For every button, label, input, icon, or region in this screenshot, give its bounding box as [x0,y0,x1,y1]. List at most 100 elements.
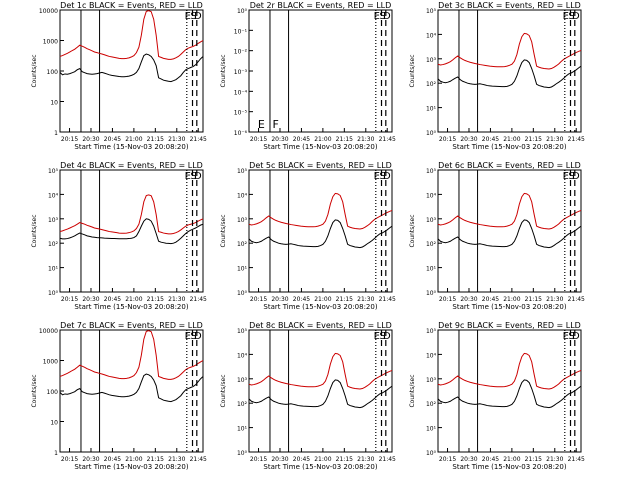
x-tick-label: 20:15 [61,456,78,463]
x-tick-label: 21:15 [147,456,164,463]
x-axis-label: Start Time (15-Nov-03 20:08:20) [452,303,566,311]
x-tick-label: 21:30 [546,296,563,303]
panel-title: Det 1c BLACK = Events, RED = LLD [60,1,203,10]
marker-label-d: D [383,11,391,22]
marker-label-e: E [563,171,569,182]
y-tick-label: 10¹ [426,426,437,433]
y-tick-label: 10³ [237,377,248,384]
x-tick-label: 20:30 [271,136,288,143]
marker-label-d: D [572,331,580,342]
marker-label-s: S [190,11,196,22]
x-tick-label: 21:30 [546,456,563,463]
y-tick-label: 10⁰ [426,130,437,137]
y-tick-label: 10² [48,241,59,248]
y-tick-label: 10³ [426,57,437,64]
x-tick-label: 20:30 [460,136,477,143]
y-axis-label: Counts/sec [409,374,416,407]
y-tick-label: 10⁵ [426,328,437,335]
panel-title: Det 2r BLACK = Events, RED = LLD [250,1,392,10]
x-tick-label: 21:45 [190,296,207,303]
x-tick-label: 20:30 [460,296,477,303]
x-tick-label: 21:30 [168,456,185,463]
series-lld [437,32,582,70]
plot-frame [437,329,582,453]
x-tick-label: 21:15 [525,296,542,303]
marker-label-d: D [194,171,202,182]
x-tick-label: 20:15 [250,296,267,303]
series-events [248,379,393,409]
plot-frame [59,169,204,293]
marker-label-s: S [190,171,196,182]
marker-label-e: E [374,171,380,182]
x-tick-label: 21:15 [147,296,164,303]
panel-1: Det 1c BLACK = Events, RED = LLD Counts/s… [31,1,207,151]
y-tick-label: 10⁻³ [234,69,248,76]
y-tick-label: 10⁰ [237,8,248,15]
x-tick-label: 20:30 [82,136,99,143]
y-tick-label: 10000 [39,8,58,15]
x-tick-label: 21:00 [314,456,331,463]
x-tick-label: 20:45 [293,296,310,303]
y-tick-label: 10000 [39,328,58,335]
y-tick-label: 10⁵ [426,168,437,175]
marker-label-e: E [374,11,380,22]
y-tick-label: 100 [47,69,59,76]
marker-label-d: D [572,11,580,22]
y-tick-label: 10⁵ [237,328,248,335]
panel-3: Det 3c BLACK = Events, RED = LLD Counts/s… [409,1,585,151]
marker-label-s: S [379,11,385,22]
y-axis-label: Counts/sec [220,214,227,247]
y-axis-label: Counts/sec [220,374,227,407]
marker-label-d: D [383,331,391,342]
x-tick-label: 20:45 [104,296,121,303]
y-tick-label: 10³ [48,217,59,224]
y-axis-label: Counts/sec [31,214,38,247]
x-tick-label: 20:30 [82,296,99,303]
marker-label-s: S [379,331,385,342]
y-tick-label: 10¹ [237,426,248,433]
marker-label-s: S [568,11,574,22]
y-tick-label: 10⁰ [48,290,59,297]
plot-frame [437,169,582,293]
y-tick-label: 10⁴ [237,352,248,359]
y-tick-label: 10⁻¹ [234,28,248,35]
y-axis-label: Counts/sec [409,54,416,87]
x-tick-label: 21:30 [357,296,374,303]
y-axis-label: Counts/sec [409,214,416,247]
marker-label-s: S [379,171,385,182]
x-tick-label: 20:15 [250,456,267,463]
x-axis-label: Start Time (15-Nov-03 20:08:20) [263,303,377,311]
x-tick-label: 20:15 [61,136,78,143]
y-tick-label: 10² [426,401,437,408]
y-tick-label: 10⁴ [426,192,437,199]
series-lld [59,10,204,60]
y-tick-label: 10⁻² [234,49,248,56]
y-tick-label: 10⁴ [426,32,437,39]
x-tick-label: 20:30 [460,456,477,463]
x-tick-label: 21:30 [357,136,374,143]
y-tick-label: 10⁻⁶ [234,130,248,137]
x-tick-label: 21:00 [314,296,331,303]
x-tick-label: 21:45 [568,136,585,143]
y-tick-label: 10¹ [426,266,437,273]
y-tick-label: 10⁴ [237,192,248,199]
x-tick-label: 20:45 [482,296,499,303]
marker-label-d: D [572,171,580,182]
x-tick-label: 21:45 [190,456,207,463]
y-tick-label: 10² [426,81,437,88]
series-lld [248,192,393,230]
x-tick-label: 20:15 [439,136,456,143]
series-events [59,53,204,83]
x-tick-label: 21:45 [379,136,396,143]
panel-8: Det 8c BLACK = Events, RED = LLD Counts/s… [220,321,396,471]
y-tick-label: 10³ [426,377,437,384]
y-tick-label: 10⁵ [426,8,437,15]
x-tick-label: 20:30 [271,296,288,303]
x-tick-label: 21:30 [357,456,374,463]
x-tick-label: 20:15 [250,136,267,143]
series-events [437,219,582,249]
y-tick-label: 10² [426,241,437,248]
y-axis-label: Counts/sec [31,54,38,87]
x-tick-label: 21:00 [503,456,520,463]
